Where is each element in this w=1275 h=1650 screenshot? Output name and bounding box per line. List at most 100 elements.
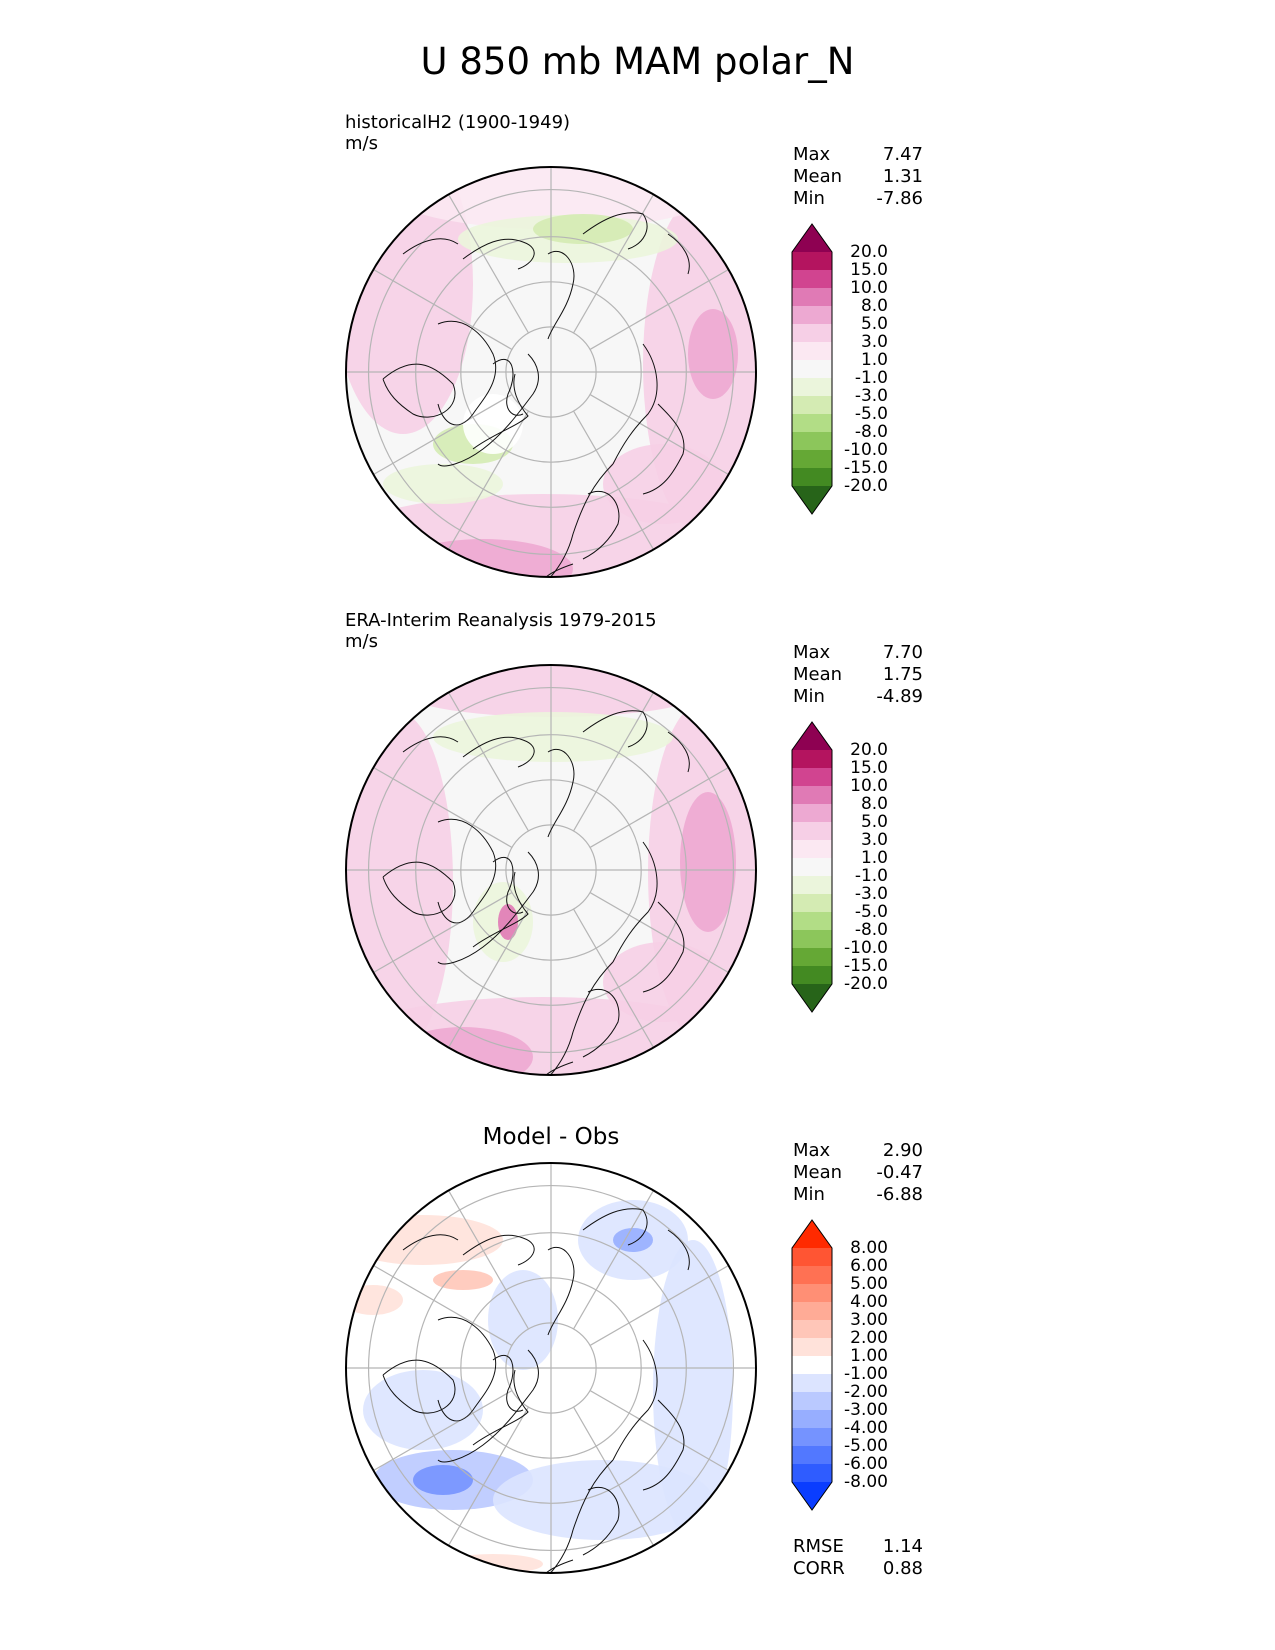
colorbar-bin	[792, 840, 832, 858]
meridian-line	[573, 1190, 655, 1330]
stat-min-value: -6.88	[876, 1184, 923, 1205]
colorbar-bin	[792, 1356, 832, 1374]
coastline	[437, 1316, 497, 1422]
colorbar-tick-label: -3.0	[854, 386, 888, 406]
graticule	[346, 1163, 756, 1573]
colorbar-bin	[792, 966, 832, 984]
colorbar-bin	[792, 1338, 832, 1356]
meridian-line	[373, 1390, 513, 1472]
coastline	[547, 251, 575, 340]
meridian-line	[373, 1264, 513, 1346]
colorbar-bin	[792, 1464, 832, 1482]
colorbar-bin	[792, 876, 832, 894]
coastline	[492, 856, 524, 914]
colorbar-tick-label: -15.0	[844, 956, 888, 976]
coastline	[402, 736, 459, 753]
panel-1-stats: Max 7.47 Mean 1.31 Min -7.86	[793, 144, 923, 210]
colorbar-tick-label: 3.0	[860, 332, 888, 352]
coastline	[582, 490, 620, 560]
coastline	[382, 861, 456, 916]
coastline	[547, 961, 614, 1075]
panel-2-header: ERA-Interim Reanalysis 1979-2015 m/s	[345, 610, 657, 652]
map-boundary	[345, 1162, 757, 1574]
panel-2-stats: Max 7.70 Mean 1.75 Min -4.89	[793, 642, 923, 708]
coastline	[437, 1349, 539, 1463]
field-contour	[463, 394, 523, 454]
field-contour	[346, 1215, 503, 1265]
colorbar-bin	[792, 1374, 832, 1392]
coastline	[542, 1061, 574, 1075]
coastlines	[382, 1208, 690, 1573]
coastline	[542, 1559, 574, 1573]
field-contour	[688, 309, 738, 399]
field-contour	[346, 1285, 403, 1315]
colorbar-bin	[792, 306, 832, 324]
coastline	[642, 403, 685, 495]
coastline	[402, 1234, 459, 1251]
colorbar-outline	[791, 721, 833, 1013]
field-contour	[493, 1460, 713, 1540]
colorbar-tick-label: 4.00	[850, 1292, 888, 1312]
stat-mean-value: 1.75	[882, 664, 923, 685]
panel-3-stats: Max 2.90 Mean -0.47 Min -6.88	[793, 1140, 923, 1206]
colorbar-tick-label: -20.0	[844, 476, 888, 496]
coastline	[437, 818, 497, 924]
colorbar-bin	[792, 786, 832, 804]
meridian-line	[373, 394, 513, 476]
meridian-line	[589, 892, 729, 974]
coastlines	[382, 212, 690, 577]
colorbar-tick-label: -8.00	[844, 1472, 888, 1492]
stat-min-value: -4.89	[876, 686, 923, 707]
coastline	[547, 1459, 614, 1573]
panel-3-metrics: RMSE 1.14 CORR 0.88	[793, 1536, 923, 1580]
stat-min-label: Min	[793, 686, 825, 707]
coastline	[667, 731, 690, 773]
colorbar-bin	[792, 1320, 832, 1338]
coastline	[547, 463, 614, 577]
meridian-line	[573, 1406, 655, 1546]
stat-max-value: 2.90	[882, 1140, 923, 1161]
colorbar-tick-label: 6.00	[850, 1256, 888, 1276]
colorbar-bin	[792, 894, 832, 912]
field-contour	[383, 464, 503, 504]
meridian-line	[589, 1390, 729, 1472]
stat-max-label: Max	[793, 642, 831, 663]
coastline	[542, 563, 574, 577]
corr-label: CORR	[793, 1558, 845, 1579]
colorbar-tick-label: -20.0	[844, 974, 888, 994]
panel-2-units: m/s	[345, 631, 378, 652]
stat-max-label: Max	[793, 1140, 831, 1161]
stat-max-value: 7.70	[882, 642, 923, 663]
meridian-line	[573, 194, 655, 334]
meridian-line	[447, 1190, 529, 1330]
meridian-line	[373, 766, 513, 848]
colorbar-tick-label: -2.00	[844, 1382, 888, 1402]
colorbar-extension-top	[792, 1220, 832, 1248]
panel-3-colorbar	[791, 1219, 833, 1511]
colorbar-bin	[792, 912, 832, 930]
colorbar-extension-bottom	[792, 1482, 832, 1510]
stat-mean-value: 1.31	[882, 166, 923, 187]
rmse-label: RMSE	[793, 1536, 844, 1557]
coastline	[612, 1339, 658, 1461]
colorbar-outline	[791, 223, 833, 515]
stat-min-label: Min	[793, 1184, 825, 1205]
coastline	[402, 238, 459, 255]
colorbar-bin	[792, 1302, 832, 1320]
colorbar-tick-label: -8.0	[854, 920, 888, 940]
meridian-line	[589, 394, 729, 476]
colorbar-bin	[792, 288, 832, 306]
colorbar-tick-label: -5.0	[854, 404, 888, 424]
colorbar-tick-label: 20.0	[850, 242, 888, 262]
colorbar-bin	[792, 930, 832, 948]
field-contour	[498, 904, 518, 940]
colorbar-tick-label: 15.0	[850, 758, 888, 778]
colorbar-extension-bottom	[792, 486, 832, 514]
coastline	[582, 1486, 620, 1556]
colorbar-tick-label: 1.0	[860, 848, 888, 868]
map-boundary	[345, 664, 757, 1076]
colorbar-bin	[792, 468, 832, 486]
colorbar-bin	[792, 750, 832, 768]
coastline	[462, 1234, 535, 1266]
colorbar-tick-label: 2.00	[850, 1328, 888, 1348]
